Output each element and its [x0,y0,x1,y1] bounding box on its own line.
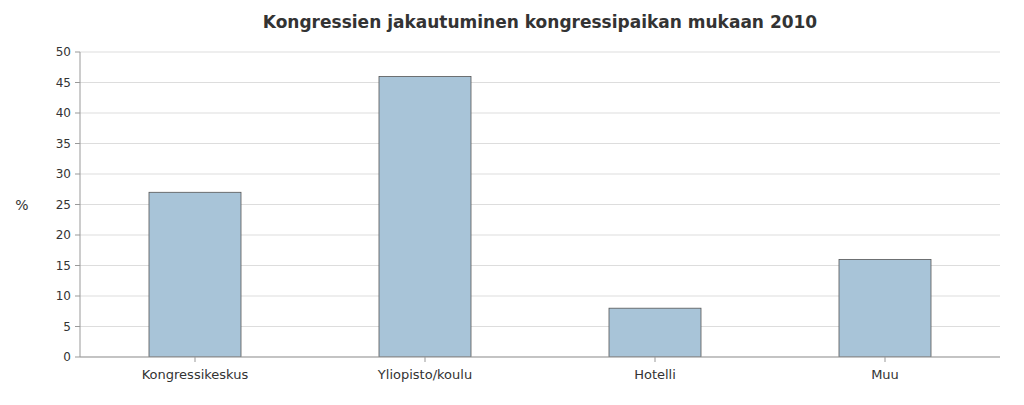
y-tick [75,143,80,144]
x-tick [425,357,426,362]
x-tick [195,357,196,362]
y-tick [75,174,80,175]
y-tick [75,52,80,53]
chart-container: Kongressien jakautuminen kongressipaikan… [0,0,1024,405]
y-tick-label: 15 [56,259,71,273]
y-tick [75,235,80,236]
x-axis: Kongressikeskus Yliopisto/koulu Hotelli Muu [80,357,1000,382]
x-tick-label: Muu [871,367,899,382]
chart-title: Kongressien jakautuminen kongressipaikan… [263,12,818,32]
y-tick [75,326,80,327]
grid-line [80,52,1000,53]
y-tick-label: 30 [56,167,71,181]
y-tick-label: 35 [56,137,71,151]
y-tick-label: 0 [63,350,71,364]
y-tick [75,357,80,358]
y-tick-label: 5 [63,320,71,334]
bars [149,76,931,357]
y-tick-label: 50 [56,45,71,59]
x-axis-line [80,357,1000,358]
bar [379,76,471,357]
grid [80,52,1000,357]
y-tick [75,113,80,114]
y-axis: 0 5 10 15 20 25 30 35 40 45 50 [56,45,80,364]
y-axis-line [80,52,81,357]
y-tick-label: 45 [56,76,71,90]
grid-line [80,174,1000,175]
grid-line [80,113,1000,114]
chart-svg: Kongressien jakautuminen kongressipaikan… [0,0,1024,405]
grid-line [80,82,1000,83]
grid-line [80,143,1000,144]
y-tick-label: 25 [56,198,71,212]
x-tick [885,357,886,362]
y-tick [75,204,80,205]
grid-line [80,357,1000,358]
y-tick-label: 10 [56,289,71,303]
x-tick-label: Hotelli [634,367,676,382]
y-tick [75,265,80,266]
x-tick-label: Kongressikeskus [142,367,249,382]
y-axis-label: % [15,197,28,213]
y-tick [75,82,80,83]
y-tick [75,296,80,297]
bar [609,308,701,357]
y-tick-label: 40 [56,106,71,120]
x-tick [655,357,656,362]
bar [149,192,241,357]
y-tick-label: 20 [56,228,71,242]
x-tick-label: Yliopisto/koulu [377,367,472,382]
bar [839,259,931,357]
